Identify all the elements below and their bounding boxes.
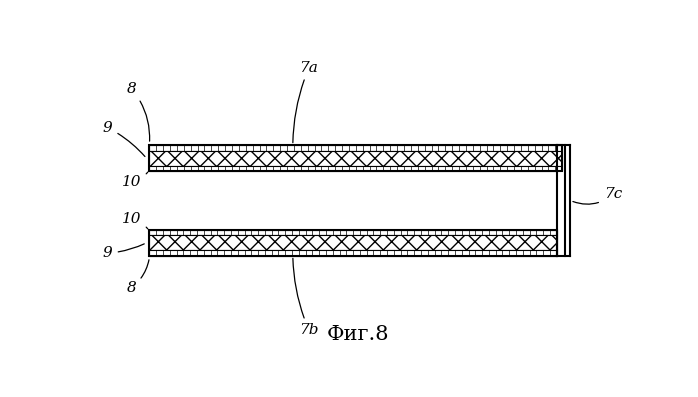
- Text: Фиг.8: Фиг.8: [327, 325, 389, 344]
- Text: 8: 8: [127, 82, 149, 141]
- Bar: [149, 229, 557, 235]
- Bar: [149, 145, 562, 151]
- Bar: [557, 172, 570, 229]
- Bar: [149, 250, 557, 256]
- Text: 10: 10: [122, 172, 148, 189]
- Text: 10: 10: [122, 212, 148, 229]
- Bar: [149, 229, 557, 256]
- Bar: [149, 235, 557, 250]
- Bar: [149, 151, 562, 166]
- Text: 8: 8: [127, 260, 149, 295]
- Text: 9: 9: [103, 121, 145, 156]
- Text: 7c: 7c: [573, 187, 622, 204]
- Text: 9: 9: [103, 244, 144, 260]
- Bar: [149, 166, 562, 172]
- Text: 7a: 7a: [293, 60, 318, 143]
- Bar: [149, 145, 562, 172]
- Text: 7b: 7b: [293, 258, 319, 337]
